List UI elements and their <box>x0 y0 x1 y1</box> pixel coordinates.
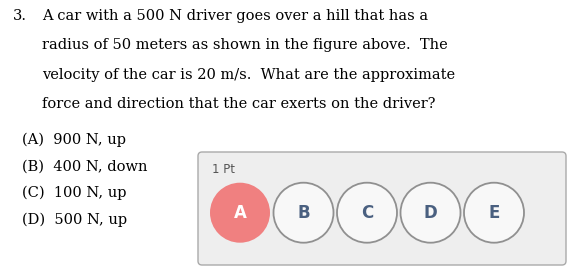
Text: D: D <box>424 204 437 222</box>
Text: (B)  400 N, down: (B) 400 N, down <box>22 160 148 174</box>
Text: C: C <box>361 204 373 222</box>
Text: radius of 50 meters as shown in the figure above.  The: radius of 50 meters as shown in the figu… <box>42 38 448 52</box>
Text: (A)  900 N, up: (A) 900 N, up <box>22 133 126 147</box>
Text: A car with a 500 N driver goes over a hill that has a: A car with a 500 N driver goes over a hi… <box>42 9 428 23</box>
Text: velocity of the car is 20 m/s.  What are the approximate: velocity of the car is 20 m/s. What are … <box>42 68 455 82</box>
Text: B: B <box>297 204 310 222</box>
Ellipse shape <box>464 183 524 243</box>
Text: A: A <box>234 204 246 222</box>
Text: 1 Pt: 1 Pt <box>212 163 235 176</box>
Text: E: E <box>488 204 500 222</box>
FancyBboxPatch shape <box>198 152 566 265</box>
Ellipse shape <box>210 183 270 243</box>
Text: (C)  100 N, up: (C) 100 N, up <box>22 186 127 200</box>
Ellipse shape <box>400 183 461 243</box>
Ellipse shape <box>337 183 397 243</box>
Text: 3.: 3. <box>13 9 27 23</box>
Text: force and direction that the car exerts on the driver?: force and direction that the car exerts … <box>42 97 436 111</box>
Text: (D)  500 N, up: (D) 500 N, up <box>22 213 127 227</box>
Ellipse shape <box>274 183 333 243</box>
